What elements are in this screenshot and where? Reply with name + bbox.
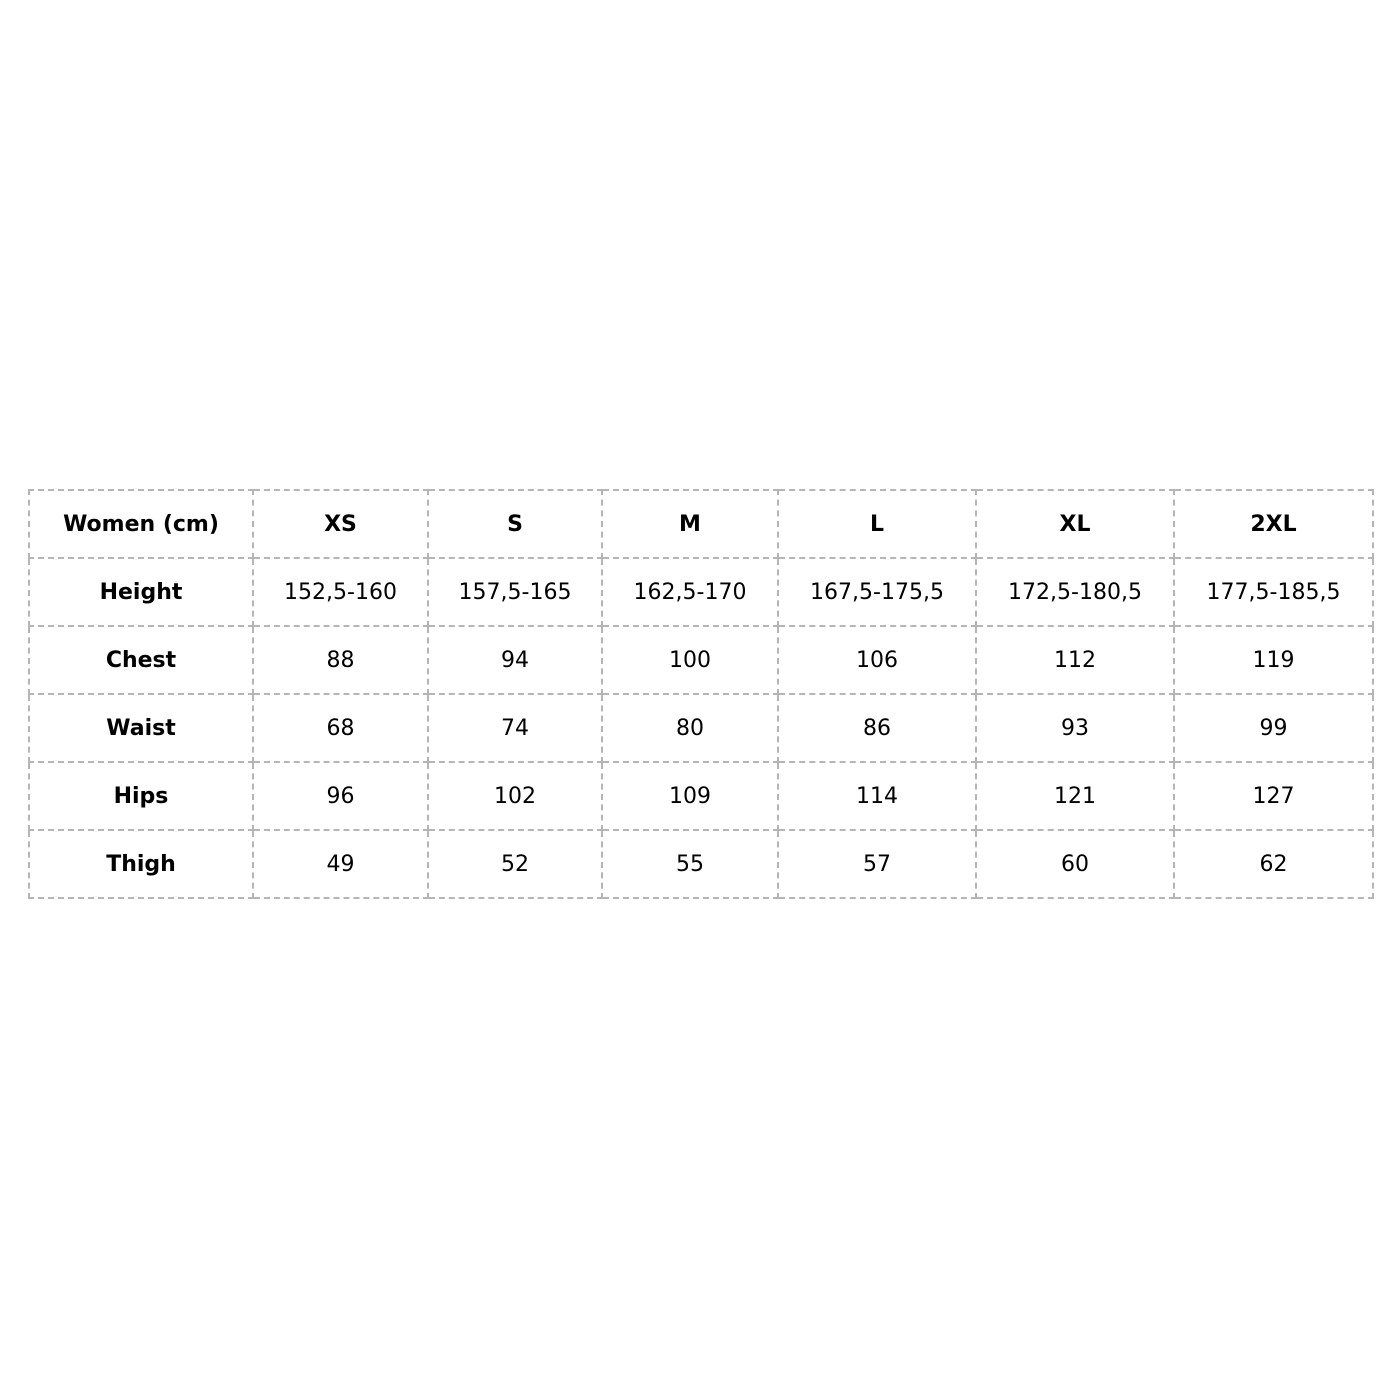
cell: 52 [427, 829, 603, 899]
row-label: Height [28, 557, 254, 627]
size-table: Women (cm) XS S M L XL 2XL Height 152,5-160 157,5… [28, 489, 1374, 899]
cell: 55 [601, 829, 779, 899]
cell: 112 [975, 625, 1175, 695]
row-label: Chest [28, 625, 254, 695]
cell: 109 [601, 761, 779, 831]
cell: 62 [1173, 829, 1374, 899]
cell: 102 [427, 761, 603, 831]
cell: 106 [777, 625, 977, 695]
cell: 57 [777, 829, 977, 899]
cell: 167,5-175,5 [777, 557, 977, 627]
cell: 94 [427, 625, 603, 695]
row-label: Hips [28, 761, 254, 831]
cell: 86 [777, 693, 977, 763]
header-cell: S [427, 489, 603, 559]
body-row: Height 152,5-160 157,5-165 162,5-170 167,5-1… [28, 557, 1374, 627]
row-label: Waist [28, 693, 254, 763]
header-row: Women (cm) XS S M L XL 2XL [28, 489, 1374, 559]
header-cell: L [777, 489, 977, 559]
cell: 152,5-160 [252, 557, 429, 627]
cell: 99 [1173, 693, 1374, 763]
cell: 127 [1173, 761, 1374, 831]
cell: 119 [1173, 625, 1374, 695]
cell: 60 [975, 829, 1175, 899]
header-cell: 2XL [1173, 489, 1374, 559]
header-cell: M [601, 489, 779, 559]
cell: 157,5-165 [427, 557, 603, 627]
header-cell: Women (cm) [28, 489, 254, 559]
cell: 68 [252, 693, 429, 763]
cell: 49 [252, 829, 429, 899]
cell: 100 [601, 625, 779, 695]
cell: 96 [252, 761, 429, 831]
cell: 74 [427, 693, 603, 763]
body-row: Waist 68 74 80 86 93 99 [28, 693, 1374, 763]
cell: 121 [975, 761, 1175, 831]
cell: 88 [252, 625, 429, 695]
cell: 80 [601, 693, 779, 763]
header-cell: XS [252, 489, 429, 559]
row-label: Thigh [28, 829, 254, 899]
body-row: Thigh 49 52 55 57 60 62 [28, 829, 1374, 899]
cell: 93 [975, 693, 1175, 763]
cell: 162,5-170 [601, 557, 779, 627]
header-cell: XL [975, 489, 1175, 559]
cell: 114 [777, 761, 977, 831]
cell: 172,5-180,5 [975, 557, 1175, 627]
body-row: Chest 88 94 100 106 112 119 [28, 625, 1374, 695]
body-row: Hips 96 102 109 114 121 127 [28, 761, 1374, 831]
cell: 177,5-185,5 [1173, 557, 1374, 627]
